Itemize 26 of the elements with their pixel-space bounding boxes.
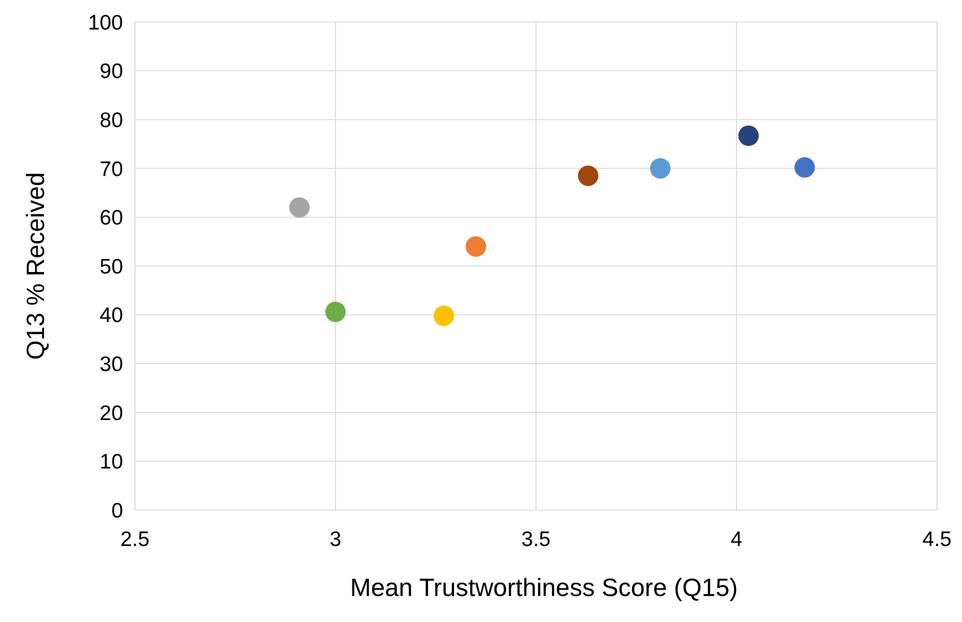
y-tick-label: 0 <box>111 499 123 522</box>
point <box>466 236 486 257</box>
y-tick-label: 60 <box>100 206 123 230</box>
point <box>794 157 815 178</box>
y-tick-label: 40 <box>100 304 123 328</box>
point <box>650 158 671 179</box>
y-axis-title: Q13 % Received <box>22 172 50 360</box>
y-tick-label: 90 <box>100 60 123 84</box>
y-tick-label: 80 <box>100 108 123 132</box>
x-axis-title: Mean Trustworthiness Score (Q15) <box>350 574 738 602</box>
x-tick-label: 4.5 <box>922 528 952 551</box>
x-tick-label: 2.5 <box>120 528 150 551</box>
point <box>738 125 759 146</box>
x-tick-label: 4 <box>730 528 743 551</box>
point <box>325 302 346 322</box>
x-tick-label: 3.5 <box>521 528 551 551</box>
y-tick-label: 50 <box>100 255 123 278</box>
point <box>434 306 454 326</box>
point <box>578 165 598 186</box>
y-tick-label: 30 <box>100 352 123 376</box>
y-tick-label: 20 <box>100 402 123 425</box>
x-tick-label: 3 <box>330 528 342 551</box>
y-tick-label: 100 <box>88 11 123 34</box>
point <box>289 197 310 218</box>
y-tick-label: 10 <box>100 450 123 474</box>
y-tick-label: 70 <box>100 158 123 181</box>
